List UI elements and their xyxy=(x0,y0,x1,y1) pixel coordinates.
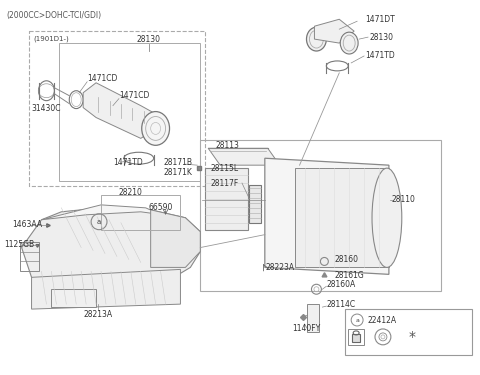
Polygon shape xyxy=(83,83,158,138)
Bar xyxy=(249,185,261,223)
Text: 28115L: 28115L xyxy=(210,164,239,172)
Ellipse shape xyxy=(340,32,358,54)
Text: 28161G: 28161G xyxy=(334,271,364,280)
Ellipse shape xyxy=(142,112,169,146)
Bar xyxy=(29,31,205,186)
Text: 1471DT: 1471DT xyxy=(365,15,395,24)
Text: 28114C: 28114C xyxy=(326,300,356,309)
Polygon shape xyxy=(151,210,200,267)
Text: 31430C: 31430C xyxy=(32,104,61,113)
Polygon shape xyxy=(265,158,389,274)
Text: 28171K: 28171K xyxy=(164,168,192,177)
Polygon shape xyxy=(22,208,200,304)
Text: 1140FY: 1140FY xyxy=(293,324,321,333)
Bar xyxy=(352,334,360,342)
Bar xyxy=(345,309,472,355)
Text: 28213A: 28213A xyxy=(84,309,113,318)
Bar xyxy=(348,329,364,345)
Bar xyxy=(20,242,39,272)
Bar xyxy=(308,304,319,332)
Bar xyxy=(200,140,441,291)
Text: 28110: 28110 xyxy=(392,195,416,204)
Text: 28130: 28130 xyxy=(137,34,161,44)
Text: 1125GB: 1125GB xyxy=(4,240,34,249)
Polygon shape xyxy=(32,269,180,309)
Text: 1471TD: 1471TD xyxy=(113,158,143,167)
Polygon shape xyxy=(205,168,248,230)
Text: *: * xyxy=(408,330,415,344)
Polygon shape xyxy=(41,205,200,252)
Text: 1471TD: 1471TD xyxy=(365,51,395,60)
Bar xyxy=(101,195,180,230)
Text: (2000CC>DOHC-TCI/GDI): (2000CC>DOHC-TCI/GDI) xyxy=(7,11,102,20)
Bar xyxy=(60,43,200,181)
Text: a: a xyxy=(97,219,101,225)
Text: 28223A: 28223A xyxy=(266,263,295,272)
Bar xyxy=(51,289,96,307)
Text: 1471CD: 1471CD xyxy=(119,91,149,100)
Polygon shape xyxy=(208,148,280,165)
Text: 22412A: 22412A xyxy=(367,315,396,324)
Polygon shape xyxy=(314,19,354,43)
Text: 28113: 28113 xyxy=(215,141,239,150)
Text: a: a xyxy=(355,318,359,322)
Text: 28130: 28130 xyxy=(369,33,393,42)
Bar xyxy=(295,168,389,267)
Text: 28160A: 28160A xyxy=(326,280,356,289)
Text: (1901D1-): (1901D1-) xyxy=(34,36,69,42)
Text: 66590: 66590 xyxy=(149,203,173,212)
Text: 28117F: 28117F xyxy=(210,178,239,188)
Ellipse shape xyxy=(372,168,402,267)
Text: 1463AA: 1463AA xyxy=(12,220,42,229)
Text: 28171B: 28171B xyxy=(164,158,192,167)
Text: 28210: 28210 xyxy=(119,189,143,198)
Ellipse shape xyxy=(307,27,326,51)
Text: 1471CD: 1471CD xyxy=(87,74,118,83)
Text: 28160: 28160 xyxy=(334,255,358,264)
